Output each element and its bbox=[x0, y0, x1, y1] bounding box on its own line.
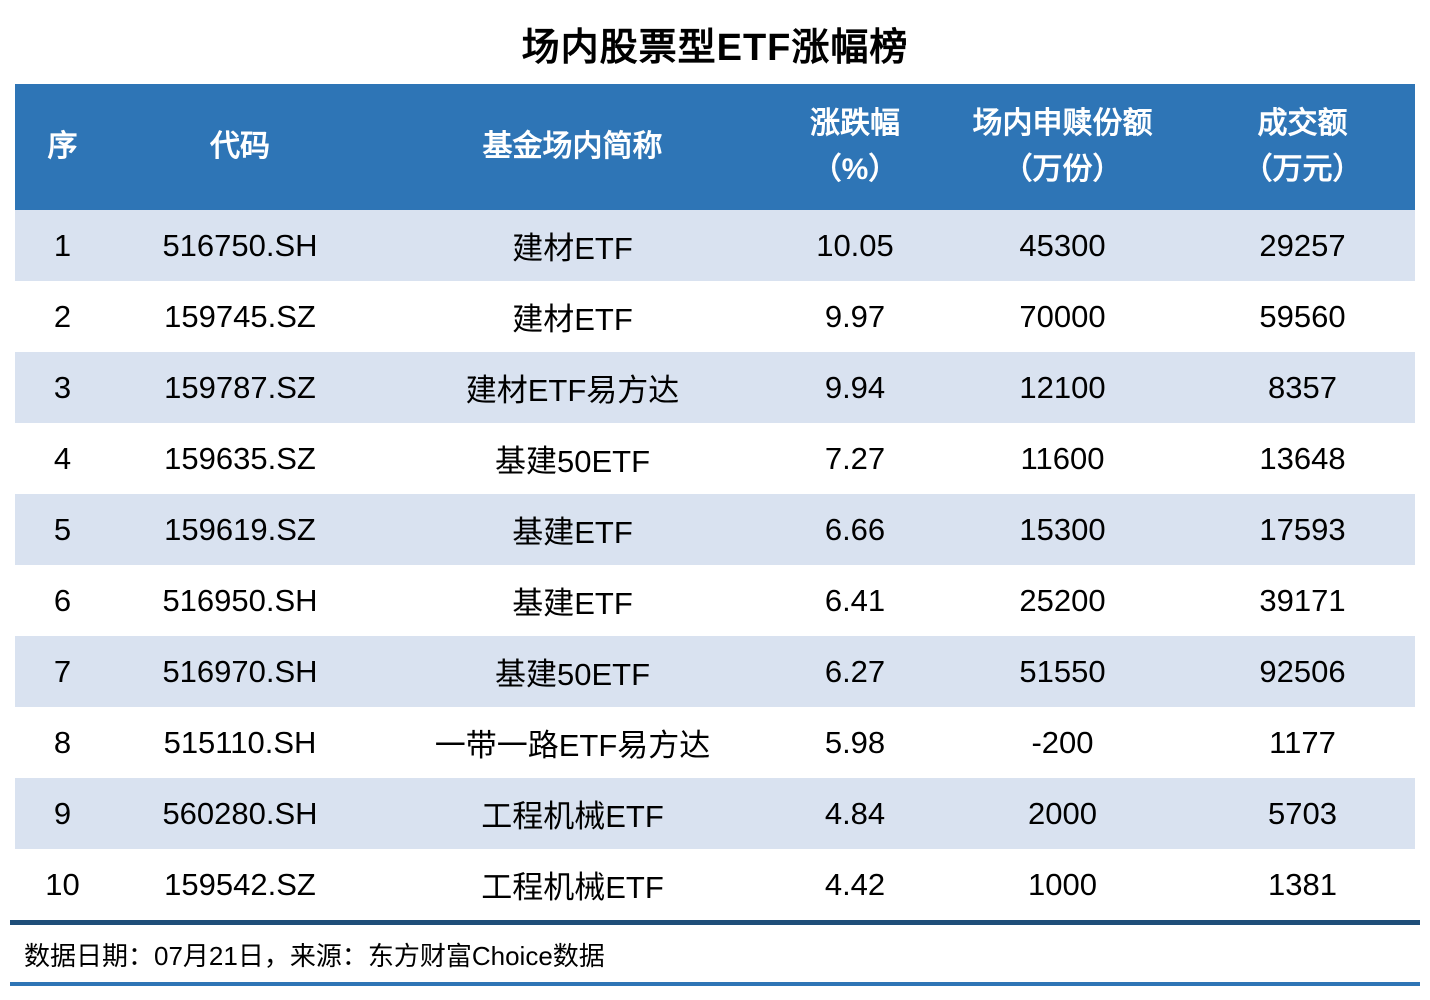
cell-code: 516950.SH bbox=[162, 582, 318, 618]
table-row: 9 560280.SH 工程机械ETF 4.84 2000 5703 bbox=[15, 778, 1415, 849]
cell-name: 工程机械ETF bbox=[481, 799, 664, 834]
column-header-label: 序 bbox=[47, 129, 78, 163]
cell-change: 7.27 bbox=[824, 440, 886, 476]
cell-change: 10.05 bbox=[816, 227, 894, 263]
cell-turnover: 59560 bbox=[1259, 298, 1346, 334]
cell-shares: -200 bbox=[1031, 724, 1094, 760]
cell-shares: 45300 bbox=[1019, 227, 1106, 263]
column-header-no: 序 bbox=[15, 84, 110, 210]
cell-turnover: 29257 bbox=[1259, 227, 1346, 263]
cell-change: 5.98 bbox=[824, 724, 886, 760]
column-header-label: 基金场内简称 bbox=[482, 129, 663, 163]
cell-turnover: 1177 bbox=[1269, 724, 1336, 760]
cell-name: 工程机械ETF bbox=[481, 870, 664, 905]
cell-no: 9 bbox=[53, 795, 72, 831]
cell-turnover: 1381 bbox=[1268, 866, 1337, 902]
cell-no: 8 bbox=[53, 724, 72, 760]
cell-code: 159619.SZ bbox=[164, 511, 316, 547]
cell-name: 建材ETF易方达 bbox=[465, 373, 680, 408]
cell-code: 515110.SH bbox=[163, 724, 317, 760]
cell-code: 159745.SZ bbox=[164, 298, 316, 334]
table-header: 序 代码 基金场内简称 涨跌幅 （%） 场内申赎份额 （万份） 成交额 （万元） bbox=[15, 84, 1415, 210]
cell-name: 一带一路ETF易方达 bbox=[434, 728, 711, 763]
cell-shares: 12100 bbox=[1019, 369, 1106, 405]
column-header-unit: （万元） bbox=[1242, 153, 1363, 186]
cell-no: 1 bbox=[53, 227, 72, 263]
column-header-label: 成交额 bbox=[1257, 106, 1348, 140]
table-row: 1 516750.SH 建材ETF 10.05 45300 29257 bbox=[15, 210, 1415, 281]
column-header-turnover: 成交额 （万元） bbox=[1190, 84, 1415, 210]
table-row: 4 159635.SZ 基建50ETF 7.27 11600 13648 bbox=[15, 423, 1415, 494]
table-row: 10 159542.SZ 工程机械ETF 4.42 1000 1381 bbox=[15, 849, 1415, 920]
cell-shares: 25200 bbox=[1019, 582, 1106, 618]
column-header-name: 基金场内简称 bbox=[370, 84, 775, 210]
cell-change: 6.27 bbox=[824, 653, 886, 689]
cell-code: 159635.SZ bbox=[164, 440, 316, 476]
cell-code: 516970.SH bbox=[162, 653, 318, 689]
cell-shares: 1000 bbox=[1028, 866, 1097, 902]
table-row: 2 159745.SZ 建材ETF 9.97 70000 59560 bbox=[15, 281, 1415, 352]
cell-turnover: 13648 bbox=[1259, 440, 1346, 476]
cell-code: 560280.SH bbox=[162, 795, 318, 831]
cell-no: 5 bbox=[53, 511, 72, 547]
cell-change: 4.42 bbox=[824, 866, 886, 902]
cell-change: 6.66 bbox=[824, 511, 886, 547]
cell-name: 基建ETF bbox=[512, 515, 633, 550]
cell-code: 516750.SH bbox=[162, 227, 318, 263]
column-header-label: 涨跌幅 bbox=[810, 106, 900, 140]
table-row: 3 159787.SZ 建材ETF易方达 9.94 12100 8357 bbox=[15, 352, 1415, 423]
cell-name: 建材ETF bbox=[512, 302, 633, 337]
cell-name: 基建ETF bbox=[512, 586, 633, 621]
table-row: 7 516970.SH 基建50ETF 6.27 51550 92506 bbox=[15, 636, 1415, 707]
cell-shares: 70000 bbox=[1019, 298, 1106, 334]
cell-change: 9.97 bbox=[824, 298, 886, 334]
footer-divider-line bbox=[10, 920, 1420, 925]
column-header-unit: （万份） bbox=[1002, 153, 1123, 186]
bottom-border-line bbox=[10, 982, 1420, 986]
etf-ranking-table: 序 代码 基金场内简称 涨跌幅 （%） 场内申赎份额 （万份） 成交额 （万元） 1 516750… bbox=[15, 84, 1415, 920]
table-row: 5 159619.SZ 基建ETF 6.66 15300 17593 bbox=[15, 494, 1415, 565]
cell-no: 7 bbox=[53, 653, 72, 689]
page-title: 场内股票型ETF涨幅榜 bbox=[521, 27, 909, 69]
cell-name: 建材ETF bbox=[512, 231, 633, 266]
table-row: 8 515110.SH 一带一路ETF易方达 5.98 -200 1177 bbox=[15, 707, 1415, 778]
cell-shares: 11600 bbox=[1020, 440, 1105, 476]
column-header-unit: （%） bbox=[811, 153, 899, 186]
cell-turnover: 39171 bbox=[1259, 582, 1346, 618]
cell-no: 10 bbox=[45, 866, 80, 902]
column-header-change: 涨跌幅 （%） bbox=[775, 84, 935, 210]
cell-turnover: 8357 bbox=[1268, 369, 1337, 405]
data-source-note: 数据日期：07月21日，来源：东方财富Choice数据 bbox=[24, 941, 605, 971]
cell-code: 159542.SZ bbox=[164, 866, 316, 902]
cell-no: 2 bbox=[53, 298, 72, 334]
cell-no: 6 bbox=[53, 582, 72, 618]
cell-shares: 2000 bbox=[1028, 795, 1097, 831]
cell-shares: 15300 bbox=[1019, 511, 1106, 547]
cell-no: 3 bbox=[53, 369, 72, 405]
column-header-code: 代码 bbox=[110, 84, 370, 210]
cell-name: 基建50ETF bbox=[494, 444, 651, 479]
cell-change: 4.84 bbox=[824, 795, 886, 831]
table-body: 1 516750.SH 建材ETF 10.05 45300 29257 2 159745.SZ… bbox=[15, 210, 1415, 920]
cell-turnover: 92506 bbox=[1259, 653, 1346, 689]
cell-name: 基建50ETF bbox=[494, 657, 651, 692]
cell-no: 4 bbox=[53, 440, 72, 476]
cell-turnover: 17593 bbox=[1259, 511, 1346, 547]
cell-code: 159787.SZ bbox=[164, 369, 316, 405]
cell-turnover: 5703 bbox=[1268, 795, 1337, 831]
cell-shares: 51550 bbox=[1019, 653, 1106, 689]
cell-change: 9.94 bbox=[824, 369, 886, 405]
column-header-label: 代码 bbox=[210, 129, 270, 163]
table-row: 6 516950.SH 基建ETF 6.41 25200 39171 bbox=[15, 565, 1415, 636]
header-row: 序 代码 基金场内简称 涨跌幅 （%） 场内申赎份额 （万份） 成交额 （万元） bbox=[15, 84, 1415, 210]
cell-change: 6.41 bbox=[824, 582, 886, 618]
column-header-label: 场内申赎份额 bbox=[972, 106, 1153, 140]
column-header-shares: 场内申赎份额 （万份） bbox=[935, 84, 1190, 210]
